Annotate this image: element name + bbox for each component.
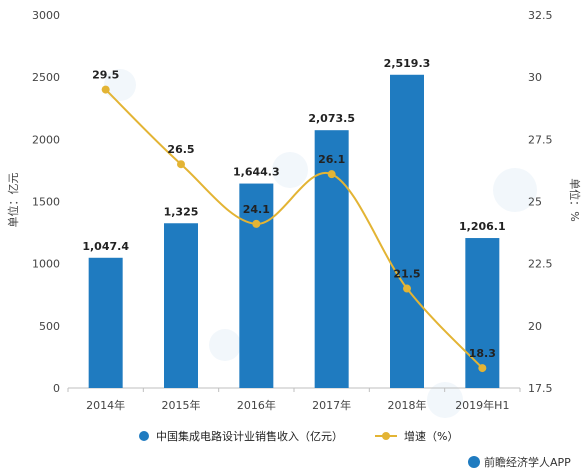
legend-bar-label: 中国集成电路设计业销售收入（亿元）	[156, 429, 343, 443]
left-y-axis: 0 500 1000 1500 2000 2500 3000	[32, 9, 60, 395]
x-axis: 2014年 2015年 2016年 2017年 2018年 2019年H1	[67, 388, 521, 412]
line-point	[327, 170, 336, 179]
left-tick-label: 500	[39, 320, 60, 333]
line-point	[177, 160, 185, 169]
bar	[164, 223, 198, 388]
bar	[465, 238, 500, 388]
x-tick-label: 2017年	[312, 398, 351, 412]
bar-series	[88, 74, 500, 389]
line-series: 29.5 26.5 24.1 26.1 21.5 18.3	[92, 69, 496, 373]
line-point	[478, 364, 487, 373]
line-point	[101, 85, 110, 94]
bar	[88, 257, 123, 388]
bar-data-labels: 1,047.4 1,325 1,644.3 2,073.5 2,519.3 1,206.1	[82, 57, 505, 253]
bar-data-label: 2,519.3	[384, 57, 431, 70]
right-y-axis: 17.5 20 22.5 25 27.5 30 32.5	[528, 9, 553, 395]
line-data-label: 24.1	[243, 203, 270, 216]
right-axis-title: 单位：%	[568, 178, 582, 221]
left-tick-label: 3000	[32, 9, 60, 22]
footer: 前瞻经济学人APP	[468, 455, 571, 469]
bar	[314, 130, 349, 389]
right-tick-label: 17.5	[528, 382, 553, 395]
line-data-label: 26.1	[318, 153, 345, 166]
bar-data-label: 1,206.1	[459, 220, 506, 233]
right-tick-label: 20	[528, 320, 542, 333]
x-tick-label: 2014年	[86, 398, 125, 412]
legend-bar-marker	[139, 431, 149, 441]
left-tick-label: 2500	[32, 71, 60, 84]
line-data-label: 18.3	[469, 347, 496, 360]
source-text: 前瞻经济学人APP	[484, 455, 571, 469]
bar-data-label: 2,073.5	[308, 112, 355, 125]
line-data-label: 26.5	[167, 143, 194, 156]
line-data-label: 21.5	[393, 268, 420, 281]
legend-line-marker-dot	[382, 432, 390, 440]
bar-data-label: 1,325	[164, 205, 199, 218]
x-tick-label: 2018年	[388, 398, 427, 412]
right-tick-label: 25	[528, 196, 542, 209]
legend: 中国集成电路设计业销售收入（亿元） 增速（%）	[139, 429, 458, 443]
x-tick-label: 2019年H1	[455, 398, 509, 412]
legend-line-label: 增速（%）	[404, 429, 458, 443]
bar	[239, 183, 274, 388]
right-tick-label: 30	[528, 71, 542, 84]
growth-line	[104, 88, 484, 369]
right-tick-label: 22.5	[528, 258, 553, 271]
right-tick-label: 32.5	[528, 9, 553, 22]
x-tick-label: 2016年	[237, 398, 276, 412]
line-point	[252, 219, 261, 228]
bar	[390, 74, 424, 389]
bar-data-label: 1,047.4	[82, 240, 129, 253]
bar-data-label: 1,644.3	[233, 166, 280, 179]
left-tick-label: 1500	[32, 196, 60, 209]
right-tick-label: 27.5	[528, 133, 553, 146]
left-tick-label: 0	[53, 382, 60, 395]
line-data-label: 29.5	[92, 69, 119, 82]
left-axis-title: 单位：亿元	[6, 173, 20, 228]
left-tick-label: 2000	[32, 133, 60, 146]
left-tick-label: 1000	[32, 258, 60, 271]
x-tick-label: 2015年	[162, 398, 201, 412]
line-point	[403, 284, 411, 293]
source-logo-icon	[468, 456, 480, 468]
watermark-logo	[104, 69, 537, 418]
